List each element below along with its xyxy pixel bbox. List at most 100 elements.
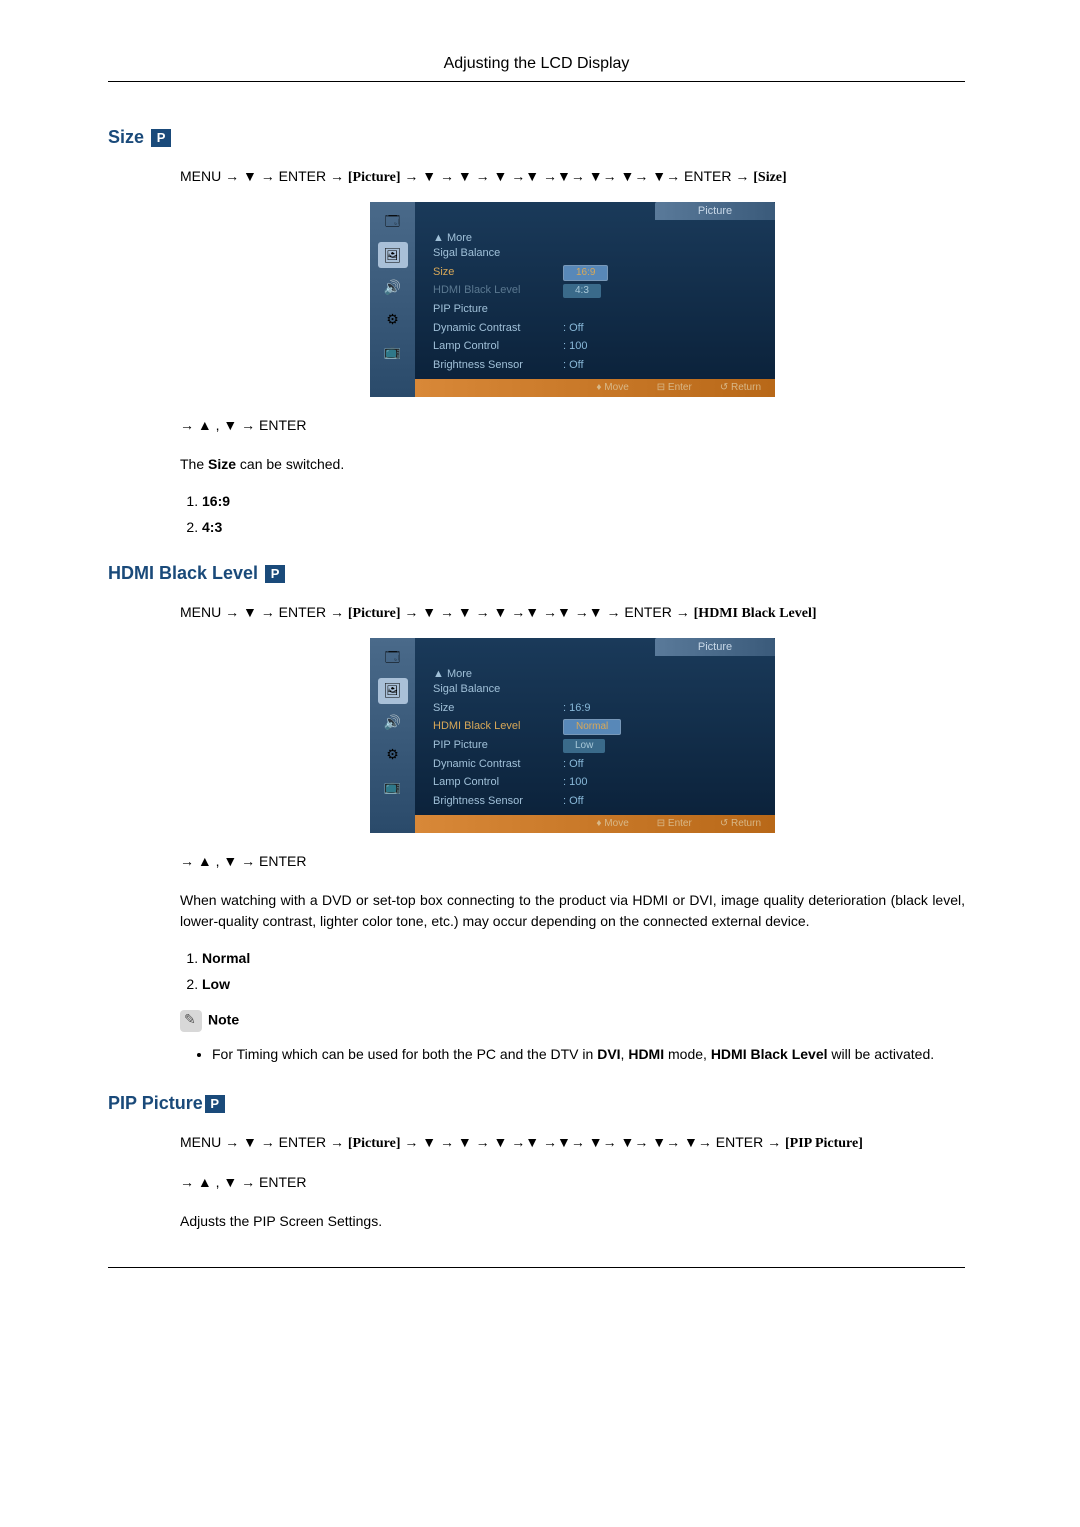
text: The bbox=[180, 456, 208, 472]
text-bold: DVI bbox=[597, 1046, 620, 1062]
nav-text: → ▼ → ▼ → ▼ →▼ →▼→ ▼→ ▼→ ▼→ ▼→ ENTER → bbox=[400, 1134, 785, 1150]
header-divider bbox=[108, 81, 965, 82]
nav-label: [Picture] bbox=[348, 606, 401, 621]
nav-label: [Picture] bbox=[348, 170, 401, 185]
osd-footer-item: ↺ Return bbox=[720, 818, 761, 829]
side-icon: ⚙ bbox=[378, 742, 408, 768]
osd-option-selected: Normal bbox=[563, 719, 621, 735]
osd-item: Sigal Balance bbox=[433, 244, 563, 263]
nav-text: → ▼ → ▼ → ▼ →▼ →▼→ ▼→ ▼→ ▼→ ENTER → bbox=[400, 168, 753, 184]
list-item: 16:9 bbox=[202, 493, 965, 509]
nav-label: [Picture] bbox=[348, 1136, 401, 1151]
nav-text: MENU → ▼ → ENTER → bbox=[180, 168, 348, 184]
heading-text: HDMI Black Level bbox=[108, 563, 258, 583]
list-item: Low bbox=[202, 976, 965, 992]
text-bold: HDMI Black Level bbox=[711, 1046, 828, 1062]
osd-value: : 16:9 bbox=[563, 699, 591, 718]
size-options-list: 16:9 4:3 bbox=[202, 493, 965, 535]
side-icon: 🖼 bbox=[378, 242, 408, 268]
select-line: → ▲ , ▼ → ENTER bbox=[180, 851, 965, 872]
osd-tab: Picture bbox=[655, 638, 775, 656]
osd-item: Size bbox=[433, 699, 563, 718]
osd-item: PIP Picture bbox=[433, 736, 563, 755]
heading-text: Size bbox=[108, 127, 144, 147]
nav-label: [Size] bbox=[753, 170, 786, 185]
osd-screenshot-hdmi: 🗔 🖼 🔊 ⚙ 📺 Picture ▲ More Sigal Balance S… bbox=[370, 638, 775, 833]
osd-item-active: HDMI Black Level bbox=[433, 717, 563, 736]
osd-footer: ♦ Move ⊟ Enter ↺ Return bbox=[415, 815, 775, 833]
side-icon: ⚙ bbox=[378, 306, 408, 332]
osd-value: : Off bbox=[563, 356, 584, 375]
osd-more: ▲ More bbox=[433, 232, 757, 244]
osd-item: PIP Picture bbox=[433, 300, 563, 319]
text: will be activated. bbox=[828, 1046, 935, 1062]
list-item: For Timing which can be used for both th… bbox=[212, 1044, 965, 1065]
osd-option-selected: 16:9 bbox=[563, 265, 608, 281]
hdmi-options-list: Normal Low bbox=[202, 950, 965, 992]
note-heading: Note bbox=[180, 1010, 965, 1032]
osd-sidebar: 🗔 🖼 🔊 ⚙ 📺 bbox=[370, 638, 415, 833]
osd-value: : 100 bbox=[563, 337, 587, 356]
osd-value: : Off bbox=[563, 319, 584, 338]
osd-item: Dynamic Contrast bbox=[433, 319, 563, 338]
option-label: Normal bbox=[202, 950, 250, 966]
osd-footer-item: ♦ Move bbox=[596, 382, 628, 393]
nav-label: [HDMI Black Level] bbox=[694, 606, 817, 621]
osd-item: Lamp Control bbox=[433, 773, 563, 792]
side-icon: 🔊 bbox=[378, 274, 408, 300]
p-badge-icon: P bbox=[151, 129, 171, 147]
nav-path-hdmi: MENU → ▼ → ENTER → [Picture] → ▼ → ▼ → ▼… bbox=[180, 602, 965, 624]
p-badge-icon: P bbox=[205, 1095, 225, 1113]
text-bold: Size bbox=[208, 456, 236, 472]
nav-text: MENU → ▼ → ENTER → bbox=[180, 604, 348, 620]
osd-option: 4:3 bbox=[563, 284, 601, 298]
list-item: 4:3 bbox=[202, 519, 965, 535]
osd-screenshot-size: 🗔 🖼 🔊 ⚙ 📺 Picture ▲ More Sigal Balance S… bbox=[370, 202, 775, 397]
footer-divider bbox=[108, 1267, 965, 1268]
pip-description: Adjusts the PIP Screen Settings. bbox=[180, 1211, 965, 1232]
side-icon: 📺 bbox=[378, 338, 408, 364]
osd-value: : Off bbox=[563, 792, 584, 811]
osd-footer-item: ⊟ Enter bbox=[657, 382, 692, 393]
nav-text: MENU → ▼ → ENTER → bbox=[180, 1134, 348, 1150]
osd-footer-item: ♦ Move bbox=[596, 818, 628, 829]
select-line: → ▲ , ▼ → ENTER bbox=[180, 415, 965, 436]
osd-value: : 100 bbox=[563, 773, 587, 792]
osd-footer: ♦ Move ⊟ Enter ↺ Return bbox=[415, 379, 775, 397]
text: can be switched. bbox=[236, 456, 344, 472]
side-icon: 🗔 bbox=[378, 646, 408, 672]
osd-more: ▲ More bbox=[433, 668, 757, 680]
nav-label: [PIP Picture] bbox=[785, 1136, 863, 1151]
side-icon: 🖼 bbox=[378, 678, 408, 704]
section-heading-hdmi: HDMI Black Level P bbox=[108, 563, 965, 584]
osd-item: Sigal Balance bbox=[433, 680, 563, 699]
page-header: Adjusting the LCD Display bbox=[108, 55, 965, 73]
list-item: Normal bbox=[202, 950, 965, 966]
osd-item: Lamp Control bbox=[433, 337, 563, 356]
option-label: Low bbox=[202, 976, 230, 992]
osd-item-dim: HDMI Black Level bbox=[433, 281, 563, 300]
osd-item-active: Size bbox=[433, 263, 563, 282]
size-description: The Size can be switched. bbox=[180, 454, 965, 475]
osd-footer-item: ↺ Return bbox=[720, 382, 761, 393]
section-heading-size: Size P bbox=[108, 127, 965, 148]
note-label: Note bbox=[208, 1011, 239, 1027]
osd-value: : Off bbox=[563, 755, 584, 774]
osd-tab: Picture bbox=[655, 202, 775, 220]
osd-footer-item: ⊟ Enter bbox=[657, 818, 692, 829]
nav-path-size: MENU → ▼ → ENTER → [Picture] → ▼ → ▼ → ▼… bbox=[180, 166, 965, 188]
option-label: 4:3 bbox=[202, 519, 222, 535]
side-icon: 🗔 bbox=[378, 210, 408, 236]
section-heading-pip: PIP PictureP bbox=[108, 1093, 965, 1114]
note-bullet-list: For Timing which can be used for both th… bbox=[212, 1044, 965, 1065]
osd-item: Dynamic Contrast bbox=[433, 755, 563, 774]
nav-text: → ▼ → ▼ → ▼ →▼ →▼ →▼ → ENTER → bbox=[400, 604, 693, 620]
select-line: → ▲ , ▼ → ENTER bbox=[180, 1172, 965, 1193]
text: mode, bbox=[664, 1046, 711, 1062]
p-badge-icon: P bbox=[265, 565, 285, 583]
option-label: 16:9 bbox=[202, 493, 230, 509]
note-icon bbox=[180, 1010, 202, 1032]
osd-sidebar: 🗔 🖼 🔊 ⚙ 📺 bbox=[370, 202, 415, 397]
osd-option: Low bbox=[563, 739, 605, 753]
side-icon: 🔊 bbox=[378, 710, 408, 736]
